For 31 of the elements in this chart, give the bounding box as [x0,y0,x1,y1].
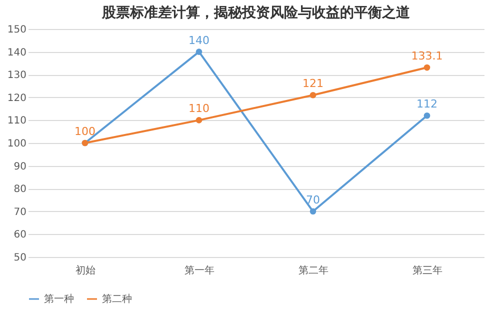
y-tick-label: 50 [14,252,26,264]
data-label: 110 [188,102,210,116]
y-tick-label: 150 [7,24,26,36]
y-tick-label: 60 [14,230,26,241]
y-tick-label: 120 [7,92,26,104]
x-tick-label: 第二年 [298,264,328,276]
x-tick-label: 初始 [76,264,96,276]
point [196,117,202,124]
data-label: 70 [306,193,320,206]
legend-label: 第二种 [102,293,132,305]
y-tick-label: 110 [7,116,26,127]
data-label: 112 [416,98,438,111]
x-tick-label: 第三年 [412,264,442,276]
data-label: 133.1 [411,50,443,63]
y-tick-label: 100 [7,138,26,150]
point [424,64,430,71]
point [310,208,316,215]
data-label: 121 [302,77,324,90]
chart-title: 股票标准差计算，揭秘投资风险与收益的平衡之道 [101,4,411,21]
legend-label: 第一种 [44,293,74,305]
x-tick-label: 第一年 [184,264,214,276]
y-tick-label: 90 [14,161,26,172]
y-tick-label: 140 [7,47,26,58]
point [424,112,430,119]
y-tick-label: 130 [7,70,26,82]
y-tick-label: 80 [14,184,26,196]
data-label: 140 [188,34,210,47]
data-label: 100 [74,125,96,138]
point [310,92,316,98]
y-tick-label: 70 [14,206,26,218]
point [196,48,202,55]
